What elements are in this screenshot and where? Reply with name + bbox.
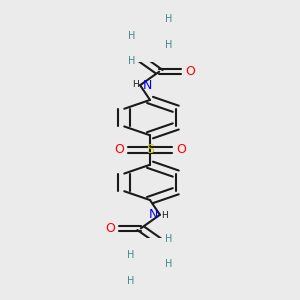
Text: H: H bbox=[165, 40, 173, 50]
Text: H: H bbox=[165, 234, 172, 244]
Text: N: N bbox=[148, 208, 158, 221]
Text: H: H bbox=[127, 276, 135, 286]
Text: H: H bbox=[161, 212, 168, 220]
Text: N: N bbox=[142, 79, 152, 92]
Text: O: O bbox=[114, 143, 124, 157]
Text: H: H bbox=[128, 56, 135, 66]
Text: H: H bbox=[132, 80, 139, 88]
Text: H: H bbox=[165, 14, 173, 24]
Text: H: H bbox=[127, 250, 135, 260]
Text: O: O bbox=[176, 143, 186, 157]
Text: H: H bbox=[128, 31, 135, 40]
Text: S: S bbox=[146, 143, 154, 157]
Text: O: O bbox=[185, 65, 195, 78]
Text: O: O bbox=[105, 222, 115, 235]
Text: H: H bbox=[165, 260, 172, 269]
